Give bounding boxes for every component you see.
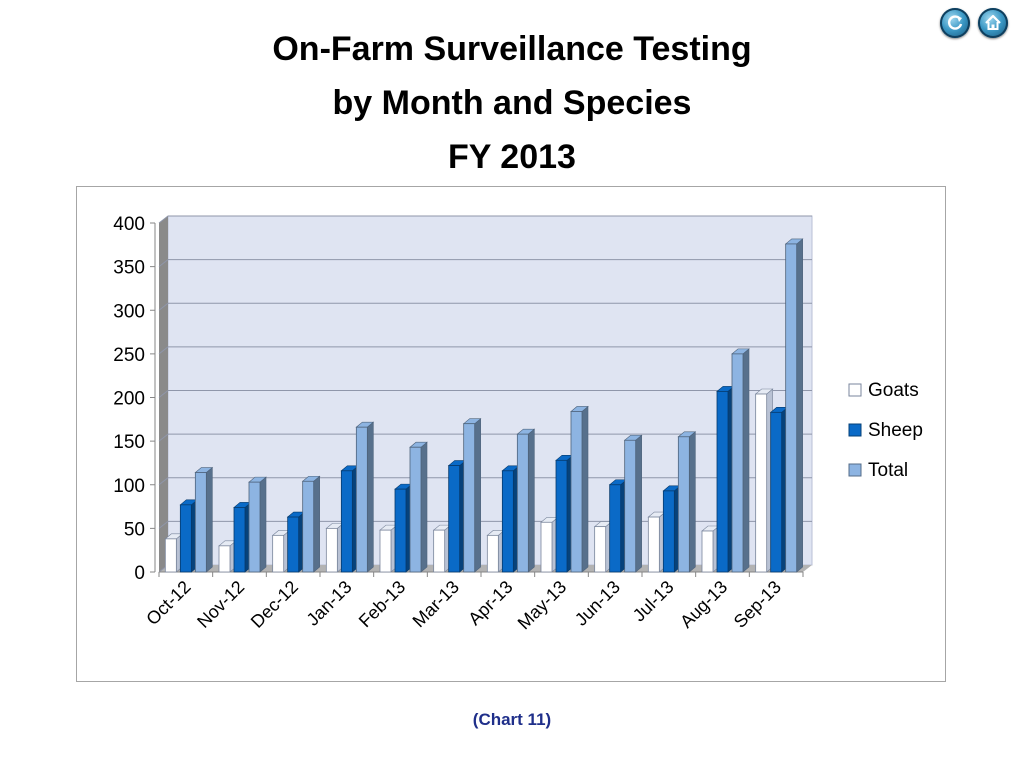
- bar-goats: [272, 534, 285, 573]
- bar-total: [409, 446, 422, 573]
- legend-swatch-goats: [848, 383, 862, 397]
- bar-side-total: [742, 348, 750, 573]
- x-tick-label: Jan-13: [303, 577, 356, 630]
- bar-sheep: [233, 507, 246, 573]
- x-tick-label: May-13: [514, 577, 571, 634]
- bar-sheep: [287, 516, 300, 573]
- bar-goats: [164, 538, 177, 573]
- y-tick-label: 100: [113, 476, 145, 497]
- x-tick-label: Mar-13: [409, 577, 463, 631]
- y-tick-label: 400: [113, 214, 145, 235]
- bar-side-total: [206, 466, 213, 573]
- bar-total: [355, 426, 368, 573]
- slide-title: On-Farm Surveillance Testing by Month an…: [0, 22, 1024, 184]
- bar-side-total: [420, 441, 428, 573]
- title-line: by Month and Species: [332, 84, 692, 122]
- gridline-depth: [158, 433, 169, 442]
- bar-side-total: [581, 405, 589, 573]
- bar-goats: [540, 521, 553, 573]
- bar-total: [731, 353, 744, 573]
- bar-goats: [325, 527, 338, 573]
- gridline-depth: [158, 215, 169, 224]
- refresh-icon: [948, 15, 963, 30]
- y-tick-label: 150: [113, 432, 145, 453]
- x-tick-label: Jun-13: [571, 577, 624, 630]
- bar-total: [463, 423, 476, 573]
- bar-total: [302, 480, 315, 573]
- y-tick-label: 0: [134, 563, 145, 584]
- bar-side-total: [528, 428, 535, 573]
- bar-side-total: [689, 431, 696, 573]
- bar-goats: [433, 529, 446, 573]
- bar-side-total: [313, 475, 320, 573]
- bar-goats: [647, 516, 660, 573]
- legend-label-sheep: Sheep: [868, 420, 923, 441]
- gridline-depth: [158, 259, 169, 268]
- title-line: On-Farm Surveillance Testing: [272, 30, 752, 68]
- legend-label-goats: Goats: [868, 380, 919, 401]
- bar-total: [194, 472, 207, 573]
- bar-side-total: [635, 434, 642, 573]
- bar-total: [516, 433, 529, 573]
- bar-total: [570, 411, 583, 573]
- y-tick-label: 350: [113, 258, 145, 279]
- gridline-depth: [158, 520, 169, 529]
- x-tick-label: Sep-13: [730, 577, 785, 632]
- bar-side-total: [796, 238, 803, 573]
- gridline-depth: [158, 477, 169, 486]
- home-button[interactable]: [978, 8, 1008, 38]
- bar-sheep: [609, 484, 622, 573]
- refresh-button[interactable]: [940, 8, 970, 38]
- x-tick-label: Apr-13: [464, 577, 516, 629]
- bar-sheep: [716, 390, 729, 573]
- bar-sheep: [770, 411, 783, 573]
- y-tick-label: 50: [124, 519, 145, 540]
- bar-sheep: [448, 465, 461, 573]
- x-tick-label: Dec-12: [247, 577, 302, 632]
- bar-goats: [486, 534, 499, 573]
- title-line: FY 2013: [448, 138, 576, 176]
- bar-sheep: [394, 488, 407, 573]
- bar-goats: [755, 393, 768, 573]
- x-tick-label: Feb-13: [355, 577, 409, 631]
- x-tick-label: Aug-13: [676, 577, 731, 632]
- chart-frame: 0 50 100 150 200 250 300 350 400 Oct-12 Nov-12 Dec-…: [76, 186, 946, 682]
- gridline-depth: [158, 346, 169, 355]
- legend-swatch-total: [848, 463, 862, 477]
- bar-goats: [218, 545, 231, 573]
- bar-total: [677, 436, 690, 573]
- y-tick-label: 250: [113, 345, 145, 366]
- bar-total: [624, 439, 637, 573]
- bar-sheep: [662, 490, 675, 573]
- bar-goats: [701, 530, 714, 573]
- bar-sheep: [179, 504, 192, 573]
- bar-chart: 0 50 100 150 200 250 300 350 400 Oct-12Nov-12Dec-…: [113, 214, 923, 634]
- bar-side-total: [259, 476, 267, 573]
- bar-sheep: [340, 470, 353, 573]
- y-tick-label: 200: [113, 389, 145, 410]
- bar-side-total: [367, 421, 374, 573]
- bar-sheep: [555, 459, 568, 573]
- x-tick-label: Oct-12: [142, 577, 194, 629]
- home-icon: [985, 14, 1001, 30]
- x-tick-label: Nov-12: [193, 577, 248, 632]
- y-tick-label: 300: [113, 301, 145, 322]
- gridline-depth: [158, 390, 169, 398]
- bar-total: [248, 481, 261, 573]
- bar-goats: [594, 526, 607, 573]
- bar-side-total: [474, 418, 481, 573]
- gridline-depth: [158, 302, 169, 311]
- chart-caption: (Chart 11): [472, 710, 552, 729]
- legend-swatch-sheep: [848, 423, 862, 437]
- bar-total: [785, 243, 798, 573]
- bar-goats: [379, 529, 392, 573]
- bar-sheep: [501, 470, 514, 573]
- legend-label-total: Total: [868, 460, 908, 481]
- x-tick-label: Jul-13: [629, 577, 678, 626]
